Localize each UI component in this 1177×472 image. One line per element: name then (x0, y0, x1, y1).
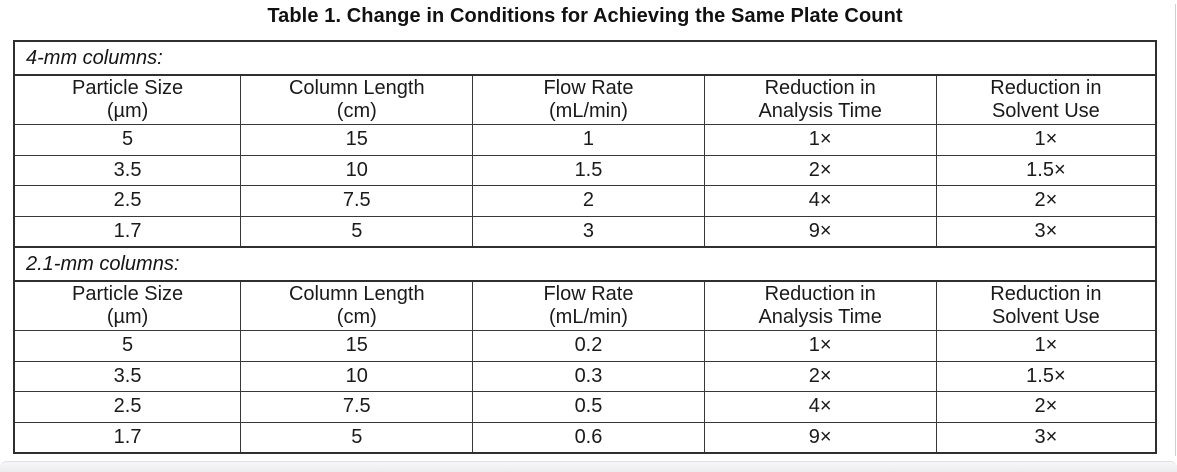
table-2-1mm: Particle Size (µm) Column Length (cm) Fl… (15, 280, 1155, 452)
cell-reduction-solvent-use: 3× (1034, 425, 1058, 448)
cell-particle-size: 5 (15, 331, 242, 361)
cell-flow-rate: 0.6 (473, 422, 705, 452)
table-row: 2.5 7.5 2 4× 2× (15, 185, 1155, 216)
header-line: (cm) (336, 100, 377, 122)
header-line: Solvent Use (991, 100, 1100, 122)
cell-flow-rate: 1.5 (473, 155, 705, 185)
header-reduction-analysis-time: Reduction in Analysis Time (705, 282, 937, 330)
header-flow-rate: Flow Rate (mL/min) (473, 282, 705, 330)
header-line: Reduction in (764, 77, 876, 99)
cell-reduction-solvent-use: 1× (1034, 334, 1058, 357)
cell-particle-size: 3.5 (15, 361, 242, 391)
cell-flow-rate: 0.3 (473, 361, 705, 391)
cell-reduction-analysis-time: 1× (705, 331, 937, 361)
header-line: Analysis Time (758, 306, 882, 328)
cell-particle-size: 2.5 (15, 186, 242, 216)
cell-particle-size: 2.5 (15, 392, 242, 422)
header-line: Solvent Use (991, 306, 1100, 328)
cell-reduction-analysis-time: 4× (705, 186, 937, 216)
header-line: Analysis Time (758, 100, 882, 122)
cell-particle-size: 1.7 (15, 216, 242, 246)
header-line: Flow Rate (543, 283, 634, 305)
table-row: 5 15 1 1× 1× (15, 124, 1155, 155)
cell-column-length: 15 (241, 331, 474, 361)
table-row: 5 15 0.2 1× 1× (15, 330, 1155, 361)
table-row: 3.5 10 0.3 2× 1.5× (15, 360, 1155, 391)
page-edge-line (1174, 4, 1176, 456)
cell-particle-size: 1.7 (15, 422, 242, 452)
cell-flow-rate: 1 (473, 125, 705, 155)
header-line: Column Length (288, 283, 425, 305)
section-label-4mm: 4-mm columns: (26, 46, 163, 69)
cell-reduction-solvent-use: 1.5× (1026, 158, 1066, 181)
table-4mm: Particle Size (µm) Column Length (cm) Fl… (15, 74, 1155, 248)
cell-reduction-solvent-use: 1.5× (1026, 364, 1066, 387)
cell-reduction-solvent-use: 2× (1034, 395, 1058, 418)
bottom-panel-edge (0, 461, 1177, 472)
header-line: Flow Rate (543, 77, 634, 99)
header-particle-size: Particle Size (µm) (15, 76, 242, 124)
cell-particle-size: 3.5 (15, 155, 242, 185)
table-row: 1.7 5 0.6 9× 3× (15, 421, 1155, 452)
header-line: (mL/min) (549, 306, 628, 328)
header-line: Column Length (288, 77, 425, 99)
cell-column-length: 5 (241, 422, 474, 452)
cell-reduction-analysis-time: 2× (705, 155, 937, 185)
cell-reduction-analysis-time: 9× (705, 216, 937, 246)
header-reduction-solvent-use: Reduction in Solvent Use (937, 76, 1155, 124)
cell-flow-rate: 3 (473, 216, 705, 246)
cell-reduction-analysis-time: 2× (705, 361, 937, 391)
cell-column-length: 10 (241, 155, 474, 185)
table-row: 1.7 5 3 9× 3× (15, 215, 1155, 246)
header-line: (µm) (106, 100, 149, 122)
header-line: Reduction in (990, 283, 1102, 305)
header-particle-size: Particle Size (µm) (15, 282, 242, 330)
header-line: (mL/min) (549, 100, 628, 122)
table-row: 3.5 10 1.5 2× 1.5× (15, 154, 1155, 185)
cell-reduction-solvent-use: 1× (1034, 128, 1058, 151)
cell-column-length: 15 (241, 125, 474, 155)
header-row-4mm: Particle Size (µm) Column Length (cm) Fl… (15, 74, 1155, 124)
header-reduction-analysis-time: Reduction in Analysis Time (705, 76, 937, 124)
cell-flow-rate: 0.5 (473, 392, 705, 422)
cell-column-length: 5 (241, 216, 474, 246)
header-reduction-solvent-use: Reduction in Solvent Use (937, 282, 1155, 330)
header-line: Reduction in (764, 283, 876, 305)
header-column-length: Column Length (cm) (241, 76, 474, 124)
header-line: Reduction in (990, 77, 1102, 99)
cell-reduction-solvent-use: 3× (1034, 219, 1058, 242)
table-frame: 4-mm columns: Particle Size (µm) Column … (13, 40, 1157, 454)
header-line: Particle Size (72, 283, 184, 305)
header-line: (cm) (336, 306, 377, 328)
cell-column-length: 7.5 (241, 392, 474, 422)
header-flow-rate: Flow Rate (mL/min) (473, 76, 705, 124)
section-label-2-1mm: 2.1-mm columns: (26, 252, 180, 275)
cell-particle-size: 5 (15, 125, 242, 155)
cell-reduction-analysis-time: 9× (705, 422, 937, 452)
cell-column-length: 10 (241, 361, 474, 391)
table-title: Table 1. Change in Conditions for Achiev… (267, 5, 903, 27)
cell-reduction-solvent-use: 2× (1034, 189, 1058, 212)
cell-column-length: 7.5 (241, 186, 474, 216)
table-row: 2.5 7.5 0.5 4× 2× (15, 391, 1155, 422)
header-line: (µm) (106, 306, 149, 328)
cell-reduction-analysis-time: 1× (705, 125, 937, 155)
cell-flow-rate: 0.2 (473, 331, 705, 361)
cell-reduction-analysis-time: 4× (705, 392, 937, 422)
header-row-2-1mm: Particle Size (µm) Column Length (cm) Fl… (15, 280, 1155, 330)
cell-flow-rate: 2 (473, 186, 705, 216)
header-column-length: Column Length (cm) (241, 282, 474, 330)
header-line: Particle Size (72, 77, 184, 99)
